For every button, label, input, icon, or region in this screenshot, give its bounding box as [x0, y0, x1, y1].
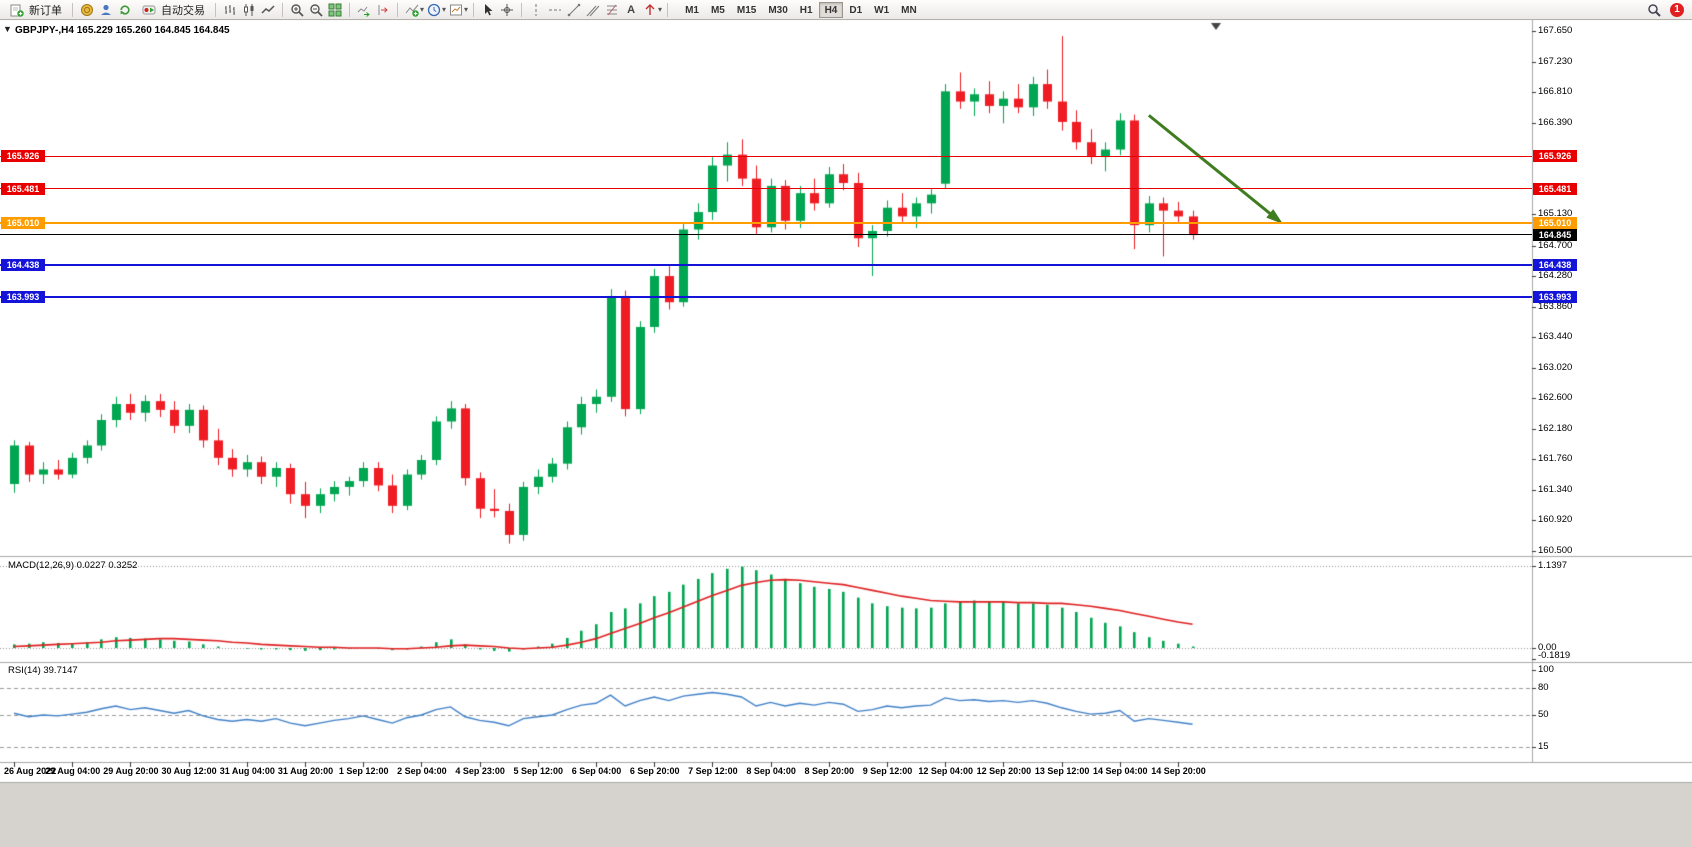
timeframe-group: M1 M5 M15 M30 H1 H4 D1 W1 MN [679, 1, 923, 18]
new-order-label: 新订单 [29, 4, 62, 17]
new-order-icon [8, 1, 26, 18]
toolbar-separator [397, 2, 398, 17]
toolbar-separator [473, 2, 475, 17]
horizontal-line-164.438[interactable] [0, 263, 1532, 266]
dropdown-arrow-icon[interactable]: ▾ [420, 5, 425, 14]
chart-shift-icon[interactable] [374, 1, 392, 18]
dropdown-arrow-icon[interactable]: ▾ [442, 5, 447, 14]
toolbar-separator [215, 2, 216, 17]
toolbar-separator [667, 2, 669, 17]
market-watch-icon[interactable] [78, 1, 96, 18]
vertical-line-icon[interactable] [527, 1, 545, 18]
objects-dropdown-icon[interactable]: ▾ [658, 5, 663, 14]
trendline-icon[interactable] [565, 1, 583, 18]
timeframe-H1[interactable]: H1 [799, 4, 813, 16]
horizontal-line-165.926[interactable] [0, 155, 1532, 157]
refresh-icon[interactable] [116, 1, 134, 18]
profiles-icon[interactable] [97, 1, 115, 18]
timeframe-M15[interactable]: M15 [736, 4, 757, 16]
toolbar-separator [521, 2, 523, 17]
line-chart-icon[interactable] [259, 1, 277, 18]
timeframe-M1[interactable]: M1 [685, 4, 699, 16]
new-order-button[interactable]: 新订单 [3, 1, 67, 19]
toolbar-right-group: 1 [1645, 1, 1689, 18]
cursor-icon[interactable] [479, 1, 497, 18]
notification-badge[interactable]: 1 [1670, 2, 1684, 17]
timeframe-MN[interactable]: MN [901, 4, 917, 16]
indicators-icon[interactable] [403, 1, 421, 18]
timeframe-M30[interactable]: M30 [768, 4, 788, 16]
search-icon[interactable] [1645, 1, 1663, 18]
crosshair-icon[interactable] [498, 1, 516, 18]
tile-windows-icon[interactable] [326, 1, 344, 18]
candlestick-chart-icon[interactable] [240, 1, 258, 18]
auto-scroll-icon[interactable] [355, 1, 373, 18]
arrows-tool-icon[interactable] [641, 1, 659, 18]
horizontal-line-icon[interactable] [546, 1, 564, 18]
zoom-in-icon[interactable] [288, 1, 306, 18]
fibonacci-icon[interactable] [603, 1, 621, 18]
templates-icon[interactable] [447, 1, 465, 18]
toolbar-separator [282, 2, 283, 17]
horizontal-line-165.010[interactable] [0, 221, 1532, 224]
timeframe-D1[interactable]: D1 [849, 4, 863, 16]
zoom-out-icon[interactable] [307, 1, 325, 18]
horizontal-line-163.993[interactable] [0, 295, 1532, 298]
bar-chart-icon[interactable] [221, 1, 239, 18]
toolbar-separator [349, 2, 350, 17]
timeframe-M5[interactable]: M5 [710, 4, 725, 16]
timeframe-H4[interactable]: H4 [818, 1, 844, 18]
one-click-trading-toggle[interactable]: ▼ [3, 24, 12, 34]
periods-icon[interactable] [425, 1, 443, 18]
auto-trading-button[interactable]: 自动交易 [135, 1, 210, 19]
timeframe-W1[interactable]: W1 [874, 4, 890, 16]
dropdown-arrow-icon[interactable]: ▾ [464, 5, 469, 14]
horizontal-line-165.481[interactable] [0, 188, 1532, 190]
auto-trading-label: 自动交易 [161, 4, 205, 17]
text-tool-icon[interactable]: A [627, 3, 636, 16]
toolbar-separator [72, 2, 73, 17]
channel-icon[interactable] [584, 1, 602, 18]
toolbar: 新订单 自动交易 ▾ ▾ ▾ A ▾ M1 M5 M15 M30 H1 H4 D1 W1 MN … [0, 0, 1692, 20]
auto-trading-icon [140, 1, 158, 18]
